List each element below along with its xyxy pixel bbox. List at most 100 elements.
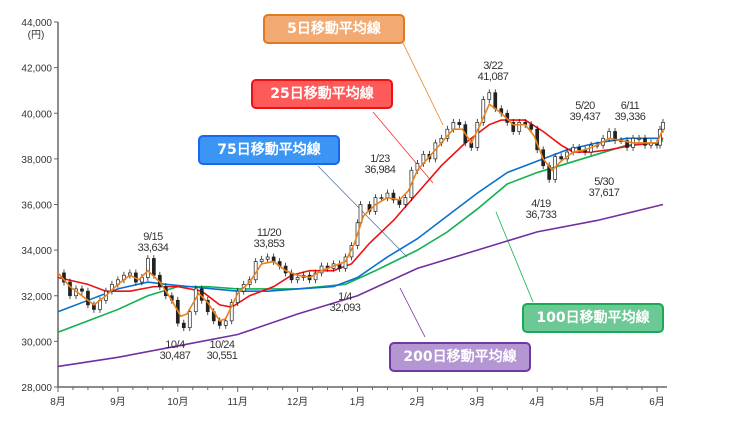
y-tick-label: 30,000	[21, 337, 52, 348]
candle	[146, 255, 150, 281]
annotation-10-24: 10/24 30,551	[192, 340, 252, 362]
candle-body	[80, 288, 84, 292]
annotation-date: 1/4	[338, 291, 352, 303]
candle-body	[181, 322, 186, 329]
candle-body	[68, 281, 72, 297]
candle-body	[265, 256, 270, 260]
candle-body	[223, 320, 228, 326]
candle	[583, 146, 587, 156]
y-tick-label: 32,000	[21, 292, 52, 303]
candle-body	[517, 122, 522, 132]
annotation-date: 5/30	[594, 176, 614, 188]
y-tick-label: 38,000	[21, 155, 52, 166]
y-tick-label: 42,000	[21, 64, 52, 75]
candle-body	[481, 99, 486, 123]
x-tick-label: 6月	[649, 396, 665, 408]
candle	[457, 118, 462, 129]
leader-line	[317, 165, 408, 258]
candle	[481, 96, 486, 126]
candle-body	[313, 272, 318, 281]
annotation-9-15: 9/15 33,634	[123, 232, 183, 254]
legend-25ma: 25日移動平均線	[251, 79, 393, 109]
candle	[517, 118, 522, 135]
candle	[637, 134, 641, 142]
annotation-value: 30,551	[206, 350, 238, 362]
candle-body	[493, 92, 498, 110]
candle-body	[457, 122, 462, 126]
x-tick-label: 8月	[50, 396, 66, 408]
annotation-value: 36,984	[364, 164, 396, 176]
y-tick-label: 44,000	[21, 18, 52, 29]
y-axis-unit: (円)	[28, 30, 45, 41]
candle	[110, 280, 114, 295]
legend-200ma: 200日移動平均線	[389, 342, 531, 372]
annotation-5-30: 5/30 37,617	[574, 177, 634, 199]
candle	[205, 296, 210, 316]
annotation-1-23: 1/23 36,984	[350, 154, 410, 176]
candle-body	[379, 197, 384, 200]
annotation-value: 36,733	[525, 209, 557, 221]
ma-line-100日移動平均線	[57, 139, 664, 333]
annotation-date: 10/4	[165, 339, 185, 351]
y-tick-label: 40,000	[21, 109, 52, 120]
candle	[613, 128, 617, 145]
candle-body	[613, 131, 617, 141]
candle	[265, 253, 270, 263]
annotation-date: 4/19	[531, 198, 551, 210]
y-tick-label: 36,000	[21, 201, 52, 212]
candle	[151, 255, 156, 279]
candle	[86, 287, 90, 309]
candle-body	[511, 122, 516, 132]
candle	[511, 118, 516, 135]
candle-body	[661, 122, 665, 130]
x-tick-label: 5月	[589, 396, 605, 408]
annotation-date: 1/23	[370, 153, 390, 165]
annotation-date: 11/20	[256, 227, 282, 239]
candle	[187, 308, 192, 332]
x-tick-label: 4月	[529, 396, 545, 408]
candle	[403, 194, 408, 208]
candle	[391, 189, 396, 204]
candle	[475, 118, 480, 151]
candle	[80, 285, 84, 295]
annotation-4-19: 4/19 36,733	[511, 199, 571, 221]
annotation-value: 37,617	[588, 187, 620, 199]
candle-body	[259, 258, 264, 262]
annotation-date: 9/15	[143, 231, 163, 243]
annotation-value: 33,853	[253, 238, 285, 250]
ma-line-5日移動平均線	[57, 102, 664, 322]
candle-body	[229, 302, 234, 322]
candle-body	[475, 122, 480, 148]
ma-line-200日移動平均線	[57, 203, 664, 368]
y-tick-label: 28,000	[21, 383, 52, 394]
candle-body	[487, 92, 492, 100]
candle-body	[451, 122, 456, 130]
annotation-value: 39,437	[569, 111, 601, 123]
leader-line	[399, 287, 426, 338]
annotation-value: 33,634	[137, 242, 169, 254]
x-tick-label: 3月	[470, 396, 486, 408]
annotation-3-22: 3/22 41,087	[463, 61, 523, 83]
annotation-5-20: 5/20 39,437	[555, 101, 615, 123]
annotation-date: 6/11	[620, 100, 640, 112]
candle-body	[607, 131, 611, 139]
candle-body	[403, 197, 408, 205]
legend-75ma: 75日移動平均線	[198, 135, 340, 165]
candle-body	[151, 258, 156, 276]
candle	[313, 269, 318, 284]
candle-body	[577, 147, 581, 151]
annotation-value: 32,093	[329, 302, 361, 314]
annotation-value: 39,336	[614, 111, 646, 123]
candle-body	[643, 137, 647, 146]
candle	[649, 139, 653, 149]
candle	[337, 260, 342, 272]
legend-5ma: 5日移動平均線	[263, 14, 405, 44]
x-tick-label: 1月	[350, 396, 366, 408]
annotation-value: 41,087	[477, 71, 509, 83]
annotation-6-11: 6/11 39,336	[600, 101, 660, 123]
x-tick-label: 11月	[228, 396, 248, 408]
legend-100ma: 100日移動平均線	[522, 303, 664, 333]
leader-line	[402, 42, 444, 126]
candle	[487, 89, 492, 103]
